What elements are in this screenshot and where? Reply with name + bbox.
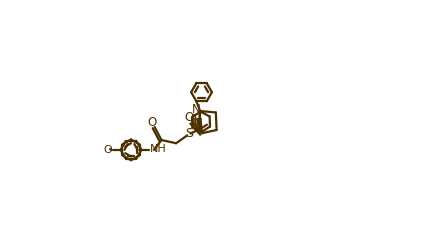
Text: N: N (192, 113, 200, 126)
Text: NH: NH (150, 144, 167, 154)
Text: N: N (192, 103, 201, 116)
Text: S: S (185, 127, 193, 140)
Text: O: O (185, 110, 194, 124)
Text: O: O (104, 145, 112, 155)
Text: O: O (148, 116, 157, 128)
